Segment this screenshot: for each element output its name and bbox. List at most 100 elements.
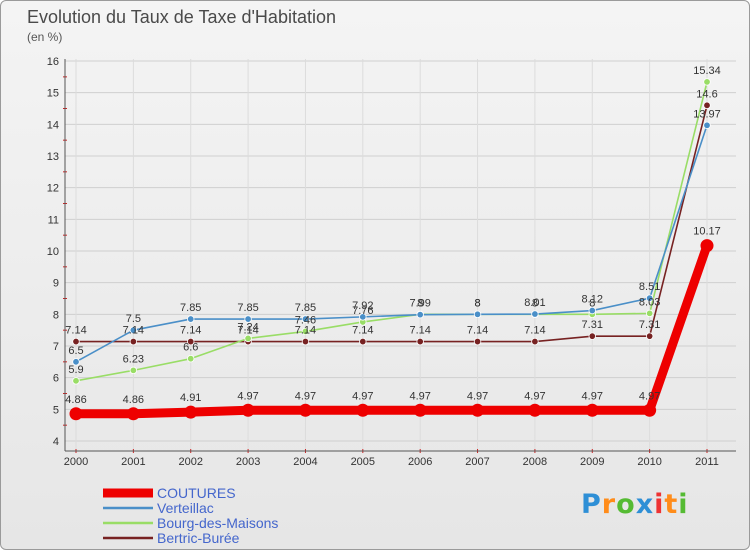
data-point xyxy=(645,309,654,318)
y-tick-label: 16 xyxy=(47,56,59,68)
logo-letter: o xyxy=(616,489,636,520)
data-label: 4.91 xyxy=(180,392,201,404)
y-tick-label: 14 xyxy=(47,119,59,131)
data-label: 8 xyxy=(474,297,480,309)
data-label: 4.86 xyxy=(65,394,86,406)
data-point xyxy=(241,403,255,417)
x-tick-label: 2003 xyxy=(236,456,260,468)
series-lines xyxy=(69,78,714,421)
data-label: 4.97 xyxy=(237,390,258,402)
axes: 4 5 6 7 8 9 10 11 12 13 14 15 16 2000 2001 2002 2003 2004… xyxy=(47,56,736,468)
data-point xyxy=(359,313,367,321)
data-label: 7.92 xyxy=(352,300,373,312)
data-label: 7.85 xyxy=(295,302,316,314)
data-labels: 4.86 4.86 4.91 4.97 4.97 4.97 4.97 4.97 4.97 4.97… xyxy=(65,65,720,406)
data-point xyxy=(244,315,252,323)
data-point xyxy=(129,337,138,346)
data-point xyxy=(129,366,138,375)
data-point xyxy=(585,403,599,417)
data-label: 7.31 xyxy=(582,319,603,331)
data-point xyxy=(531,337,539,346)
data-point xyxy=(645,332,654,340)
data-point xyxy=(187,315,195,323)
data-point xyxy=(703,101,711,110)
y-tick-label: 12 xyxy=(47,183,59,195)
data-label: 4.97 xyxy=(352,390,373,402)
y-tick-label: 10 xyxy=(47,246,59,258)
data-point xyxy=(703,121,711,129)
data-label: 7.14 xyxy=(467,325,488,337)
data-point xyxy=(301,327,310,336)
data-label: 8 xyxy=(417,297,423,309)
data-label: 7.31 xyxy=(639,319,660,331)
data-label: 7.76 xyxy=(352,305,373,317)
data-label: 8 xyxy=(589,297,595,309)
data-label: 7.99 xyxy=(409,298,430,310)
data-label: 7.85 xyxy=(180,302,201,314)
data-label: 7.5 xyxy=(126,313,141,325)
y-tick-label: 15 xyxy=(47,88,59,100)
y-tick-label: 13 xyxy=(47,151,59,163)
legend-label: Verteillac xyxy=(157,500,214,516)
logo-letter: i xyxy=(654,489,665,520)
logo-letter: t xyxy=(664,489,679,520)
data-point xyxy=(359,337,367,346)
data-label: 7.85 xyxy=(237,302,258,314)
data-label: 8.01 xyxy=(524,297,545,309)
data-point xyxy=(72,358,80,366)
x-tick-label: 2000 xyxy=(64,456,88,468)
data-label: 14.6 xyxy=(696,88,717,100)
legend-label: COUTURES xyxy=(157,485,236,501)
data-label: 6.5 xyxy=(68,345,83,357)
y-tick-label: 9 xyxy=(53,278,59,290)
data-label: 8.51 xyxy=(639,281,660,293)
data-point xyxy=(416,310,424,319)
data-label: 7.14 xyxy=(65,325,86,337)
data-point xyxy=(588,306,596,315)
data-point xyxy=(471,403,485,417)
x-tick-label: 2007 xyxy=(465,456,489,468)
data-label: 13.97 xyxy=(693,108,721,120)
data-label: 15.34 xyxy=(693,65,721,77)
data-point xyxy=(187,354,195,363)
data-label: 8.12 xyxy=(582,294,603,306)
x-tick-label: 2005 xyxy=(351,456,375,468)
data-point xyxy=(129,326,138,334)
y-tick-label: 11 xyxy=(48,214,59,226)
series-line-Verteillac xyxy=(75,124,708,363)
data-label: 7.46 xyxy=(295,314,316,326)
legend: COUTURESVerteillacBourg-des-MaisonsBertr… xyxy=(103,485,278,546)
data-point xyxy=(588,332,596,340)
data-label: 4.86 xyxy=(123,394,144,406)
data-label: 8 xyxy=(474,297,480,309)
data-label: 7.24 xyxy=(237,321,258,333)
data-label: 8.03 xyxy=(639,296,660,308)
data-label: 4.97 xyxy=(409,390,430,402)
data-label: 7.14 xyxy=(180,325,201,337)
chart-subtitle: (en %) xyxy=(27,30,63,44)
x-tick-label: 2001 xyxy=(121,456,145,468)
data-label: 4.97 xyxy=(467,390,488,402)
series-line-COUTURES xyxy=(71,241,712,419)
x-tick-label: 2010 xyxy=(637,456,661,468)
logo-letter: r xyxy=(601,489,617,520)
data-point xyxy=(643,403,657,417)
data-point xyxy=(413,403,427,417)
data-point xyxy=(244,334,252,343)
x-tick-label: 2002 xyxy=(178,456,202,468)
y-tick-label: 8 xyxy=(53,309,59,321)
data-point xyxy=(473,310,482,319)
data-point xyxy=(356,403,370,417)
data-label: 4.97 xyxy=(524,390,545,402)
data-point xyxy=(645,294,654,302)
data-label: 4.97 xyxy=(639,390,660,402)
data-point xyxy=(700,239,714,253)
chart-title: Evolution du Taux de Taxe d'Habitation xyxy=(27,7,336,27)
data-point xyxy=(531,310,539,318)
x-tick-label: 2004 xyxy=(293,456,317,468)
data-label: 7.14 xyxy=(409,325,430,337)
x-tick-label: 2011 xyxy=(695,456,719,468)
logo-letter: x xyxy=(635,489,655,520)
data-point xyxy=(184,405,198,419)
